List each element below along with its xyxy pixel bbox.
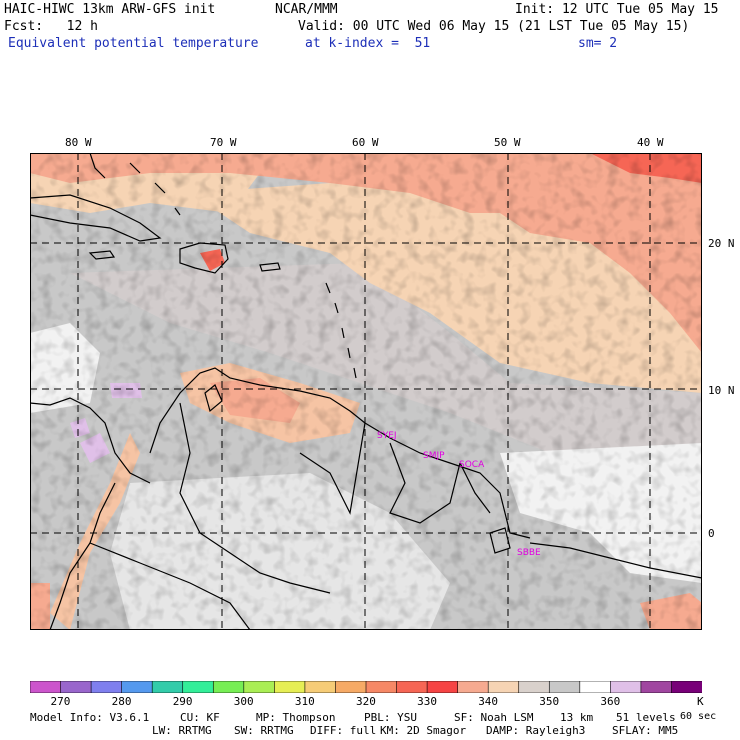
colorbar-swatch [30,681,62,693]
level-index: at k-index = 51 [305,36,431,51]
info-sw: SW: RRTMG [234,724,294,737]
model-title: HAIC-HIWC 13km ARW-GFS init [4,2,216,17]
colorbar-tick: 330 [417,695,437,708]
init-time: Init: 12 UTC Tue 05 May 15 [515,2,719,17]
lon-label-80w: 80 W [65,136,92,149]
field-name: Equivalent potential temperature [8,36,259,51]
colorbar-swatch [90,681,123,693]
info-diff: DIFF: full [310,724,377,737]
lat-label-0: 0 [708,527,715,540]
colorbar-swatch [426,681,459,693]
info-km: KM: 2D Smagor [380,724,467,737]
colorbar-tick: 290 [172,695,193,708]
lon-label-50w: 50 W [494,136,521,149]
colorbar-swatch [182,681,215,693]
info-sf: SF: Noah LSM [454,711,534,724]
info-cu: CU: KF [180,711,220,724]
info-timestep: 60 sec [680,711,717,722]
info-pbl: PBL: YSU [364,711,417,724]
colorbar-swatch [365,681,398,693]
colorbar-swatch [457,681,489,693]
colorbar-swatch [212,681,245,693]
valid-time: Valid: 00 UTC Wed 06 May 15 (21 LST Tue … [298,19,690,34]
lon-label-60w: 60 W [352,136,379,149]
info-sflay: SFLAY: MM5 [612,724,679,737]
info-mp: MP: Thompson [256,711,336,724]
organization: NCAR/MMM [275,2,338,17]
colorbar-swatch [579,681,612,693]
colorbar-tick: 280 [111,695,132,708]
lon-label-40w: 40 W [637,136,664,149]
info-lw: LW: RRTMG [152,724,212,737]
colorbar [30,681,702,693]
colorbar-tick: 360 [600,695,621,708]
colorbar-swatch [304,681,337,693]
info-damp: DAMP: Rayleigh3 [486,724,586,737]
station-smjp: SMJP [423,451,445,461]
colorbar-swatch [335,681,367,693]
colorbar-swatch [671,681,702,693]
colorbar-swatch [151,681,184,693]
colorbar-swatch [243,681,276,693]
station-soca: SOCA [459,460,485,470]
colorbar-swatch [548,681,581,693]
colorbar-swatch [60,681,92,693]
theta-e-map [30,153,702,630]
station-sbbe: SBBE [517,548,541,558]
info-levels: 51 levels [616,711,676,724]
station-syej: SYEJ [377,431,397,441]
smoothing: sm= 2 [578,36,618,51]
colorbar-swatch [640,681,673,693]
colorbar-swatch [121,681,153,693]
lon-label-70w: 70 W [210,136,237,149]
colorbar-unit: K [697,695,704,708]
colorbar-swatch [518,681,551,693]
colorbar-tick: 350 [539,695,560,708]
colorbar-swatch [396,681,428,693]
texture-overlay [30,153,702,630]
colorbar-tick: 300 [233,695,254,708]
colorbar-swatch [487,681,520,693]
colorbar-tick: 320 [356,695,376,708]
graticule [30,153,702,630]
info-resolution: 13 km [560,711,594,724]
colorbar-swatch [610,681,642,693]
colorbar-tick: 340 [478,695,499,708]
info-version: Model Info: V3.6.1 [30,711,150,724]
colorbar-tick: 270 [50,695,71,708]
colorbar-tick: 310 [294,695,315,708]
lat-label-10n: 10 N [708,384,735,397]
colorbar-swatch [274,681,306,693]
forecast-hour: Fcst: 12 h [4,19,98,34]
map-frame [30,153,702,630]
lat-label-20n: 20 N [708,237,735,250]
